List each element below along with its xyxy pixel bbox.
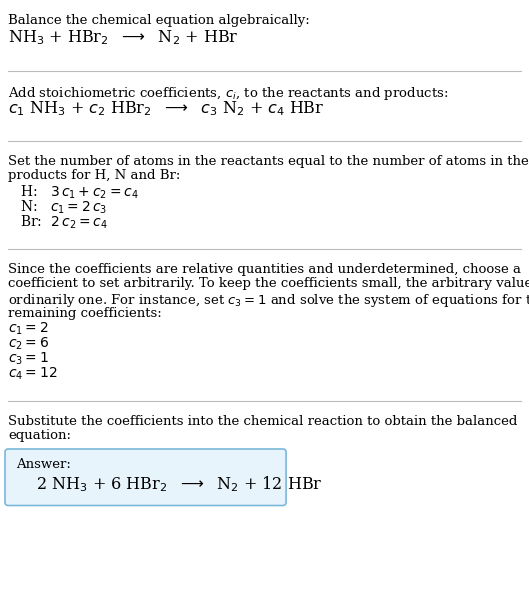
- Text: Add stoichiometric coefficients, $c_i$, to the reactants and products:: Add stoichiometric coefficients, $c_i$, …: [8, 84, 449, 101]
- Text: Br:  $2\,c_2 = c_4$: Br: $2\,c_2 = c_4$: [20, 214, 108, 231]
- Text: Set the number of atoms in the reactants equal to the number of atoms in the: Set the number of atoms in the reactants…: [8, 155, 529, 168]
- Text: N:   $c_1 = 2\,c_3$: N: $c_1 = 2\,c_3$: [20, 199, 107, 217]
- Text: Answer:: Answer:: [16, 458, 71, 471]
- Text: $c_2 = 6$: $c_2 = 6$: [8, 336, 49, 353]
- Text: products for H, N and Br:: products for H, N and Br:: [8, 169, 180, 183]
- Text: $c_1 = 2$: $c_1 = 2$: [8, 321, 49, 337]
- FancyBboxPatch shape: [5, 449, 286, 506]
- Text: ordinarily one. For instance, set $c_3 = 1$ and solve the system of equations fo: ordinarily one. For instance, set $c_3 =…: [8, 292, 529, 309]
- Text: $c_1$ NH$_3$ + $c_2$ HBr$_2$  $\longrightarrow$  $c_3$ N$_2$ + $c_4$ HBr: $c_1$ NH$_3$ + $c_2$ HBr$_2$ $\longright…: [8, 99, 324, 118]
- Text: H:   $3\,c_1 + c_2 = c_4$: H: $3\,c_1 + c_2 = c_4$: [20, 184, 139, 202]
- Text: remaining coefficients:: remaining coefficients:: [8, 307, 162, 319]
- Text: Substitute the coefficients into the chemical reaction to obtain the balanced: Substitute the coefficients into the che…: [8, 415, 517, 428]
- Text: equation:: equation:: [8, 430, 71, 443]
- Text: Balance the chemical equation algebraically:: Balance the chemical equation algebraica…: [8, 14, 310, 27]
- Text: 2 NH$_3$ + 6 HBr$_2$  $\longrightarrow$  N$_2$ + 12 HBr: 2 NH$_3$ + 6 HBr$_2$ $\longrightarrow$ N…: [36, 475, 323, 494]
- Text: $c_4 = 12$: $c_4 = 12$: [8, 366, 58, 382]
- Text: Since the coefficients are relative quantities and underdetermined, choose a: Since the coefficients are relative quan…: [8, 263, 521, 276]
- Text: NH$_3$ + HBr$_2$  $\longrightarrow$  N$_2$ + HBr: NH$_3$ + HBr$_2$ $\longrightarrow$ N$_2$…: [8, 29, 239, 47]
- Text: $c_3 = 1$: $c_3 = 1$: [8, 351, 49, 367]
- Text: coefficient to set arbitrarily. To keep the coefficients small, the arbitrary va: coefficient to set arbitrarily. To keep …: [8, 277, 529, 291]
